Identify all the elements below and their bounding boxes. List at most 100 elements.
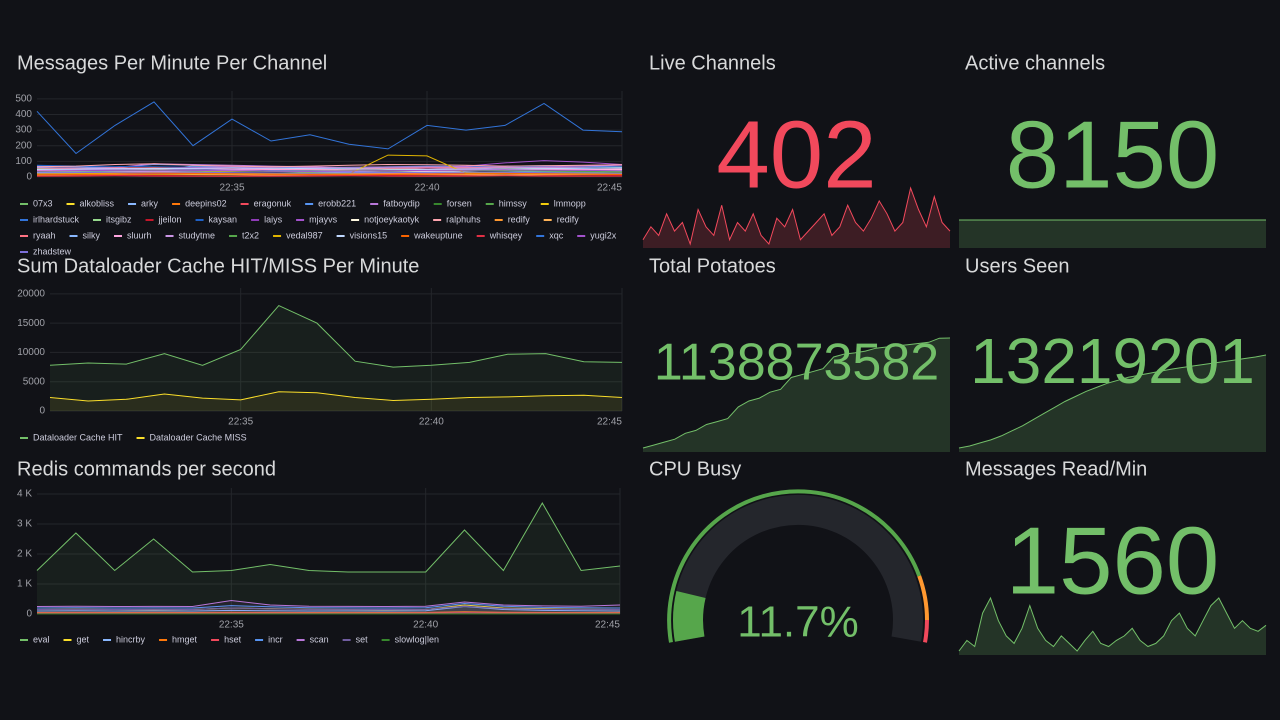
legend-label: Dataloader Cache HIT bbox=[33, 432, 123, 442]
series-area bbox=[50, 391, 622, 411]
legend-label: get bbox=[77, 634, 90, 644]
legend-label: scan bbox=[310, 634, 329, 644]
x-tick-label: 22:45 bbox=[597, 417, 622, 428]
series-line bbox=[49, 304, 623, 368]
series-line bbox=[36, 605, 621, 612]
y-tick-label: 0 bbox=[26, 172, 32, 183]
panel-title: Live Channels bbox=[649, 52, 776, 74]
sparkline-area bbox=[643, 188, 950, 248]
gauge-track bbox=[673, 494, 923, 642]
series-area bbox=[37, 600, 620, 614]
y-tick-label: 20000 bbox=[17, 288, 45, 299]
series-line bbox=[36, 501, 621, 573]
stat-value: 13219201 bbox=[970, 325, 1255, 397]
series-line bbox=[36, 163, 623, 168]
y-tick-label: 200 bbox=[15, 140, 32, 151]
legend-label: mjayvs bbox=[309, 214, 338, 224]
sparkline-line bbox=[642, 337, 951, 449]
sparkline-area bbox=[643, 338, 950, 452]
threshold-band bbox=[667, 489, 922, 643]
y-tick-label: 100 bbox=[15, 156, 32, 167]
legend-label: vedal987 bbox=[286, 230, 323, 240]
stat-value: 8150 bbox=[1006, 101, 1220, 208]
x-tick-label: 22:40 bbox=[414, 183, 439, 194]
sparkline-line bbox=[642, 186, 951, 246]
y-tick-label: 3 K bbox=[17, 519, 32, 530]
legend-label: yugi2x bbox=[590, 230, 617, 240]
legend-label: hincrby bbox=[116, 634, 146, 644]
legend-label: redify bbox=[508, 214, 531, 224]
legend-label: t2x2 bbox=[242, 230, 259, 240]
x-tick-label: 22:45 bbox=[595, 620, 620, 631]
panel-title: Users Seen bbox=[965, 255, 1070, 277]
legend-label: zhadstew bbox=[33, 246, 72, 256]
x-tick-label: 22:35 bbox=[228, 417, 253, 428]
stat-value: 402 bbox=[716, 101, 876, 208]
panel-title: Messages Per Minute Per Channel bbox=[17, 52, 327, 74]
series-line bbox=[36, 599, 621, 608]
legend-label: eragonuk bbox=[254, 198, 292, 208]
legend-label: slowlog|len bbox=[395, 634, 439, 644]
legend-label: fatboydip bbox=[383, 198, 420, 208]
legend-label: xqc bbox=[549, 230, 564, 240]
legend-label: redify bbox=[557, 214, 580, 224]
x-tick-label: 22:40 bbox=[413, 620, 438, 631]
series-line bbox=[36, 605, 621, 611]
legend-label: notjoeykaotyk bbox=[364, 214, 420, 224]
series-area bbox=[37, 603, 620, 614]
sparkline-line bbox=[958, 354, 1267, 449]
legend-label: 07x3 bbox=[33, 198, 53, 208]
sparkline-area bbox=[959, 355, 1266, 452]
legend-label: lmmopp bbox=[554, 198, 586, 208]
stat-value: 1560 bbox=[1006, 507, 1220, 614]
panel-title: CPU Busy bbox=[649, 458, 741, 480]
series-line bbox=[36, 602, 621, 609]
legend-label: incr bbox=[268, 634, 283, 644]
y-tick-label: 4 K bbox=[17, 489, 32, 500]
series-area bbox=[37, 503, 620, 614]
legend-label: forsen bbox=[447, 198, 472, 208]
gauge-value bbox=[673, 591, 706, 642]
x-tick-label: 22:35 bbox=[219, 183, 244, 194]
series-area bbox=[50, 305, 622, 411]
panel-title: Active channels bbox=[965, 52, 1105, 74]
sparkline-area bbox=[959, 220, 1266, 248]
legend-label: erobb221 bbox=[318, 198, 356, 208]
legend-label: ryaah bbox=[33, 230, 56, 240]
y-tick-label: 2 K bbox=[17, 549, 32, 560]
sparkline-line bbox=[958, 596, 1267, 652]
y-tick-label: 15000 bbox=[17, 318, 45, 329]
legend-label: studytme bbox=[179, 230, 216, 240]
legend-label: irlhardstuck bbox=[33, 214, 80, 224]
legend-label: set bbox=[356, 634, 369, 644]
series-line bbox=[36, 175, 623, 177]
x-tick-label: 22:35 bbox=[219, 620, 244, 631]
legend-label: hset bbox=[224, 634, 242, 644]
y-tick-label: 400 bbox=[15, 109, 32, 120]
threshold-band bbox=[923, 619, 929, 643]
series-line bbox=[36, 167, 623, 171]
legend-label: eval bbox=[33, 634, 50, 644]
legend-label: jjeilon bbox=[158, 214, 182, 224]
legend-label: deepins02 bbox=[185, 198, 227, 208]
legend-label: whisqey bbox=[489, 230, 523, 240]
legend-label: wakeuptune bbox=[413, 230, 463, 240]
legend-label: sluurh bbox=[127, 230, 152, 240]
series-line bbox=[36, 101, 623, 155]
legend-label: silky bbox=[83, 230, 101, 240]
y-tick-label: 0 bbox=[26, 609, 32, 620]
y-tick-label: 1 K bbox=[17, 579, 32, 590]
y-tick-label: 5000 bbox=[23, 376, 46, 387]
legend-label: itsgibz bbox=[106, 214, 132, 224]
legend-label: Dataloader Cache MISS bbox=[150, 432, 247, 442]
series-line bbox=[36, 171, 623, 174]
series-line bbox=[36, 173, 623, 176]
gauge-label: 11.7% bbox=[737, 598, 859, 647]
legend-label: hmget bbox=[172, 634, 198, 644]
x-tick-label: 22:45 bbox=[597, 183, 622, 194]
y-tick-label: 0 bbox=[39, 406, 45, 417]
legend-label: visions15 bbox=[350, 230, 388, 240]
panel-title: Sum Dataloader Cache HIT/MISS Per Minute bbox=[17, 255, 419, 277]
series-line bbox=[49, 391, 623, 402]
legend-label: alkobliss bbox=[80, 198, 115, 208]
